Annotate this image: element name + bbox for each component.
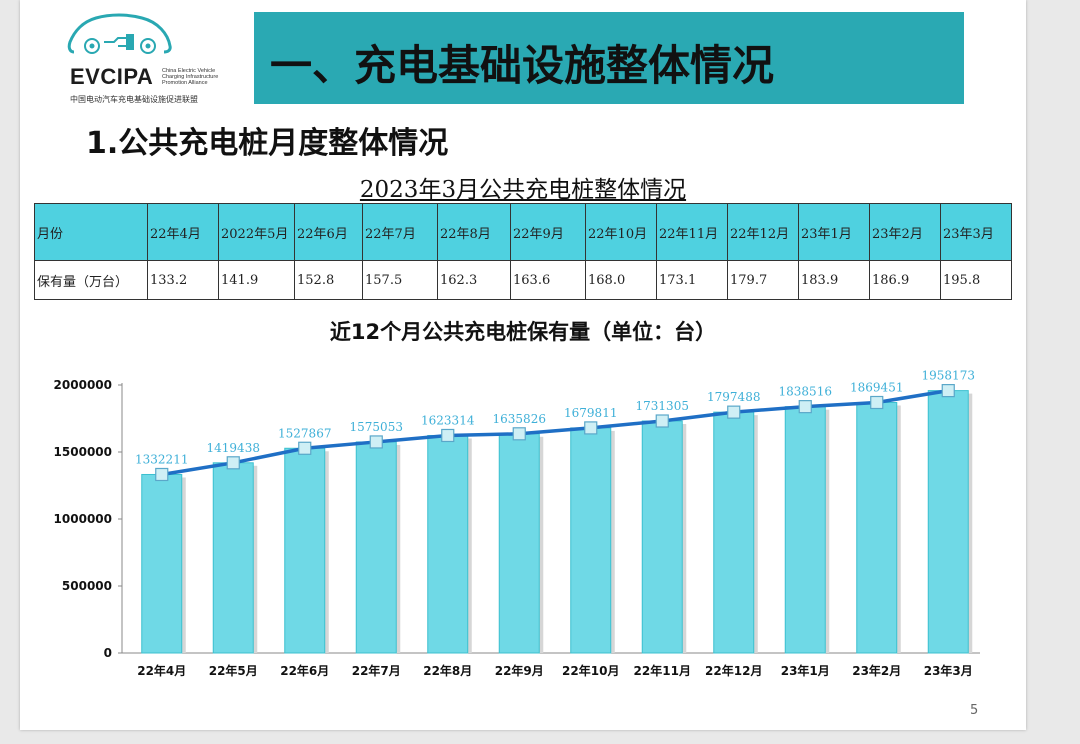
data-label: 1679811 [564,406,617,420]
table-row-label: 月份 [34,203,148,261]
bar [498,433,540,654]
line-marker [584,421,598,435]
y-tick-label: 1500000 [54,445,112,459]
x-tick-label: 22年5月 [209,663,258,678]
bar [641,420,683,654]
bar [212,462,254,654]
table-row: 保有量（万台） 133.2 141.9 152.8 157.5 162.3 16… [34,260,1012,300]
table-header-cell: 23年2月 [869,203,941,261]
bar [141,473,183,654]
table-value-cell: 162.3 [437,260,511,300]
x-tick-label: 22年4月 [137,663,186,678]
table-header-cell: 23年3月 [940,203,1012,261]
table-header-cell: 2022年5月 [218,203,295,261]
x-tick-label: 23年3月 [924,663,973,678]
table-value-cell: 141.9 [218,260,295,300]
x-tick-label: 22年12月 [705,663,762,678]
x-tick-label: 22年10月 [562,663,619,678]
y-tick-label: 500000 [62,579,112,593]
bar [927,390,969,654]
table-header-cell: 22年9月 [510,203,586,261]
bar [427,434,469,654]
line-marker [441,428,455,443]
data-label: 1797488 [707,390,760,404]
line-marker [798,400,812,414]
page-number: 5 [970,703,979,718]
line-marker [512,427,526,441]
title-banner: 一、充电基础设施整体情况 [254,12,964,104]
data-label: 1575053 [350,420,403,434]
data-label: 1838516 [779,385,832,399]
table-row: 月份 22年4月 2022年5月 22年6月 22年7月 22年8月 22年9月… [34,203,1012,261]
table-header-cell: 22年4月 [147,203,219,261]
line-marker [727,405,741,419]
y-tick-label: 0 [104,646,112,660]
table-value-cell: 168.0 [585,260,657,300]
bar [713,411,755,654]
section-subtitle: 1.公共充电桩月度整体情况 [86,126,449,161]
logo-english-name: China Electric Vehicle Charging Infrastr… [162,68,219,86]
line-marker [298,441,312,455]
table-value-cell: 183.9 [798,260,870,300]
logo-wordmark: EVCIPA [70,64,154,89]
bar [570,427,612,654]
x-tick-label: 22年7月 [352,663,401,678]
car-plug-icon [67,13,172,54]
x-tick-label: 22年6月 [280,663,329,678]
line-marker [369,435,383,449]
table-header-cell: 22年11月 [656,203,728,261]
line-marker [226,456,240,470]
data-label: 1419438 [207,441,260,455]
table-header-cell: 22年10月 [585,203,657,261]
x-tick-label: 22年8月 [423,663,472,678]
bar [284,447,326,654]
data-label: 1623314 [421,413,475,427]
line-marker [941,384,955,398]
line-marker [155,467,169,482]
logo-chinese-name: 中国电动汽车充电基础设施促进联盟 [70,95,198,104]
line-marker [655,414,669,428]
table-value-cell: 163.6 [510,260,586,300]
table-header-cell: 23年1月 [798,203,870,261]
table-header-cell: 22年7月 [362,203,438,261]
y-tick-label: 2000000 [54,378,112,392]
table-value-cell: 133.2 [147,260,219,300]
data-label: 1958173 [922,369,975,383]
data-label: 1635826 [493,412,546,426]
table-value-cell: 195.8 [940,260,1012,300]
x-tick-label: 23年2月 [852,663,901,678]
table-value-cell: 186.9 [869,260,941,300]
table-header-cell: 22年8月 [437,203,511,261]
x-tick-label: 22年11月 [634,663,691,678]
bar-line-chart: 0 500000 1000000 1500000 2000000 22年4月 22年5月 22… [54,369,980,678]
page-title: 一、充电基础设施整体情况 [270,41,775,90]
table-value-cell: 157.5 [362,260,438,300]
chart-title: 近12个月公共充电桩保有量（单位：台） [329,320,717,344]
slide: EVCIPA China Electric Vehicle Charging I… [20,0,1026,730]
bar [355,441,397,654]
series-line [161,388,949,477]
data-label: 1527867 [278,426,331,440]
x-tick-label: 22年9月 [495,663,544,678]
table-header-cell: 22年12月 [727,203,799,261]
table-value-cell: 152.8 [294,260,363,300]
table-value-cell: 173.1 [656,260,728,300]
data-label: 1731305 [636,399,689,413]
y-tick-label: 1000000 [54,512,112,526]
table-header-cell: 22年6月 [294,203,363,261]
data-table: 月份 22年4月 2022年5月 22年6月 22年7月 22年8月 22年9月… [34,203,1012,300]
table-value-cell: 179.7 [727,260,799,300]
bar [784,406,826,654]
table-row-label: 保有量（万台） [34,260,148,300]
x-tick-label: 23年1月 [781,663,830,678]
evcipa-logo: EVCIPA China Electric Vehicle Charging I… [66,12,226,108]
line-marker [870,395,884,410]
data-label: 1332211 [135,452,188,466]
bar [856,401,898,654]
table-title: 2023年3月公共充电桩整体情况 [359,177,687,203]
data-label: 1869451 [850,380,903,394]
